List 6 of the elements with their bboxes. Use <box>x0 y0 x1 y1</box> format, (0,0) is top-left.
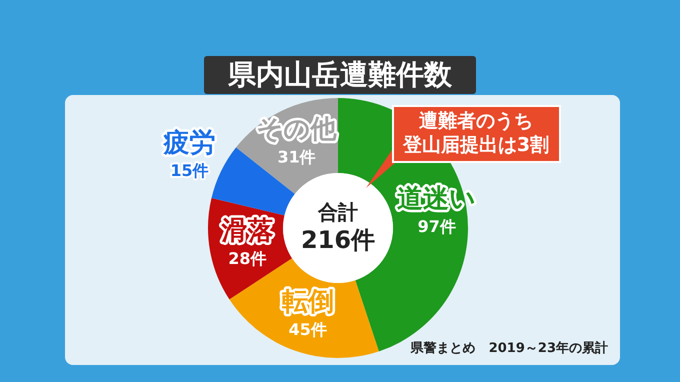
annotation: 県警まとめ 2019～23年の累計 <box>410 340 608 356</box>
annotation: 遭難者のうち <box>419 110 533 132</box>
title: 県内山岳遭難件数 <box>228 58 452 91</box>
annotation: 216件 <box>300 226 376 254</box>
annotation: 登山届提出は3割 <box>402 134 550 156</box>
annotation: 合計 <box>318 200 358 224</box>
